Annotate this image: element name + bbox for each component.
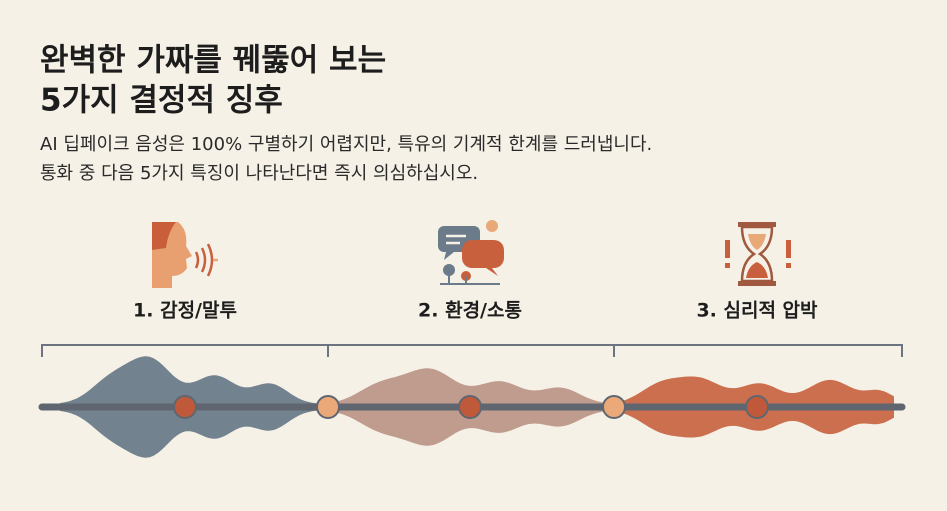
marker	[602, 395, 626, 419]
bracket	[41, 344, 903, 357]
section-label: 1. 감정/말투	[133, 300, 237, 322]
marker	[316, 395, 340, 419]
description-line: 통화 중 다음 5가지 특징이 나타난다면 즉시 의심하십시오.	[40, 163, 478, 184]
section-label: 3. 심리적 압박	[696, 300, 818, 322]
hourglass-icon	[725, 222, 791, 286]
marker	[458, 395, 482, 419]
marker	[745, 395, 769, 419]
section-label: 2. 환경/소통	[418, 300, 522, 322]
title-line: 완벽한 가짜를 꿰뚫어 보는	[40, 43, 386, 79]
description-line: AI 딥페이크 음성은 100% 구별하기 어렵지만, 특유의 기계적 한계를 …	[40, 134, 652, 155]
marker	[173, 395, 197, 419]
face-icon	[152, 222, 218, 288]
title-line: 5가지 결정적 징후	[40, 83, 283, 119]
conversation-icon	[438, 220, 504, 285]
